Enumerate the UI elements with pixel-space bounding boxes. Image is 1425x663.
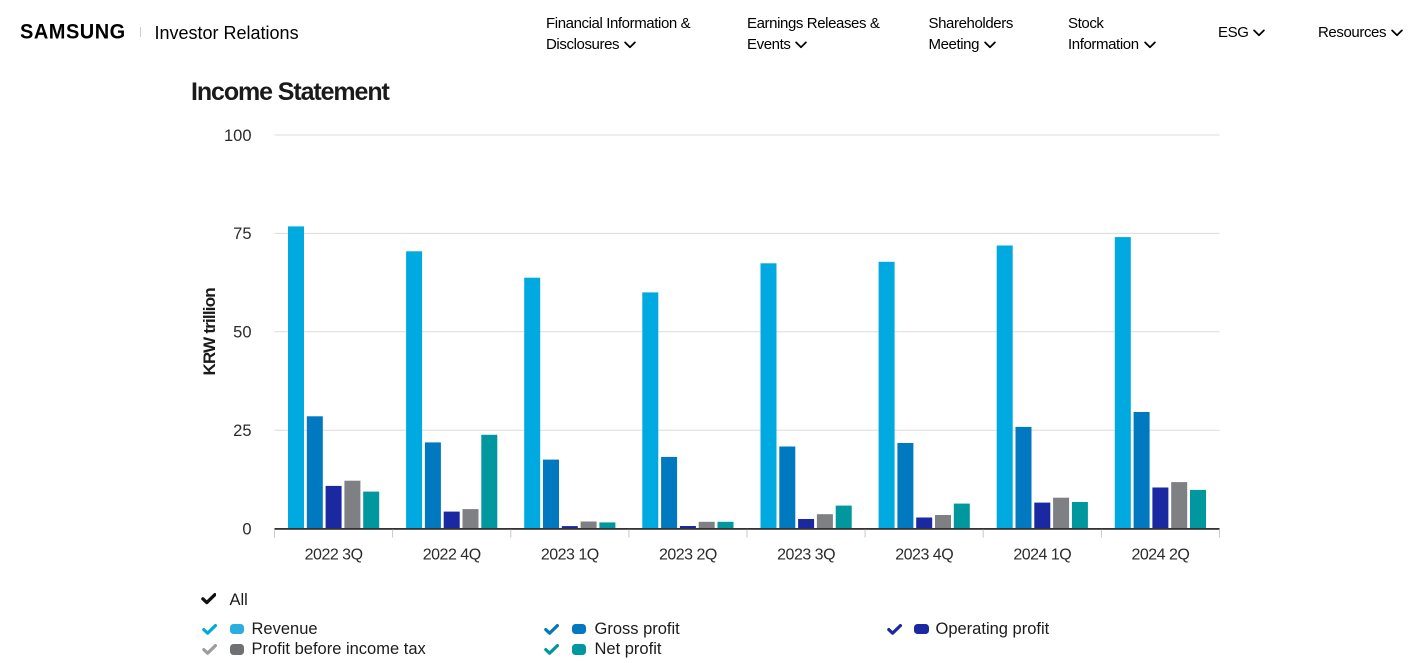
svg-text:2023 2Q: 2023 2Q <box>659 547 717 564</box>
svg-text:KRW trillion: KRW trillion <box>200 288 219 376</box>
svg-text:2023 3Q: 2023 3Q <box>777 547 835 564</box>
svg-text:75: 75 <box>233 225 251 243</box>
svg-text:50: 50 <box>233 324 251 342</box>
svg-text:2022 4Q: 2022 4Q <box>423 547 481 564</box>
svg-text:2023 4Q: 2023 4Q <box>895 547 953 564</box>
svg-text:25: 25 <box>233 422 251 440</box>
svg-text:100: 100 <box>224 127 252 145</box>
svg-text:2022 3Q: 2022 3Q <box>305 547 363 564</box>
svg-text:2023 1Q: 2023 1Q <box>541 547 599 564</box>
svg-text:0: 0 <box>242 520 251 538</box>
svg-text:2024 1Q: 2024 1Q <box>1013 547 1071 564</box>
svg-text:2024 2Q: 2024 2Q <box>1131 547 1189 564</box>
